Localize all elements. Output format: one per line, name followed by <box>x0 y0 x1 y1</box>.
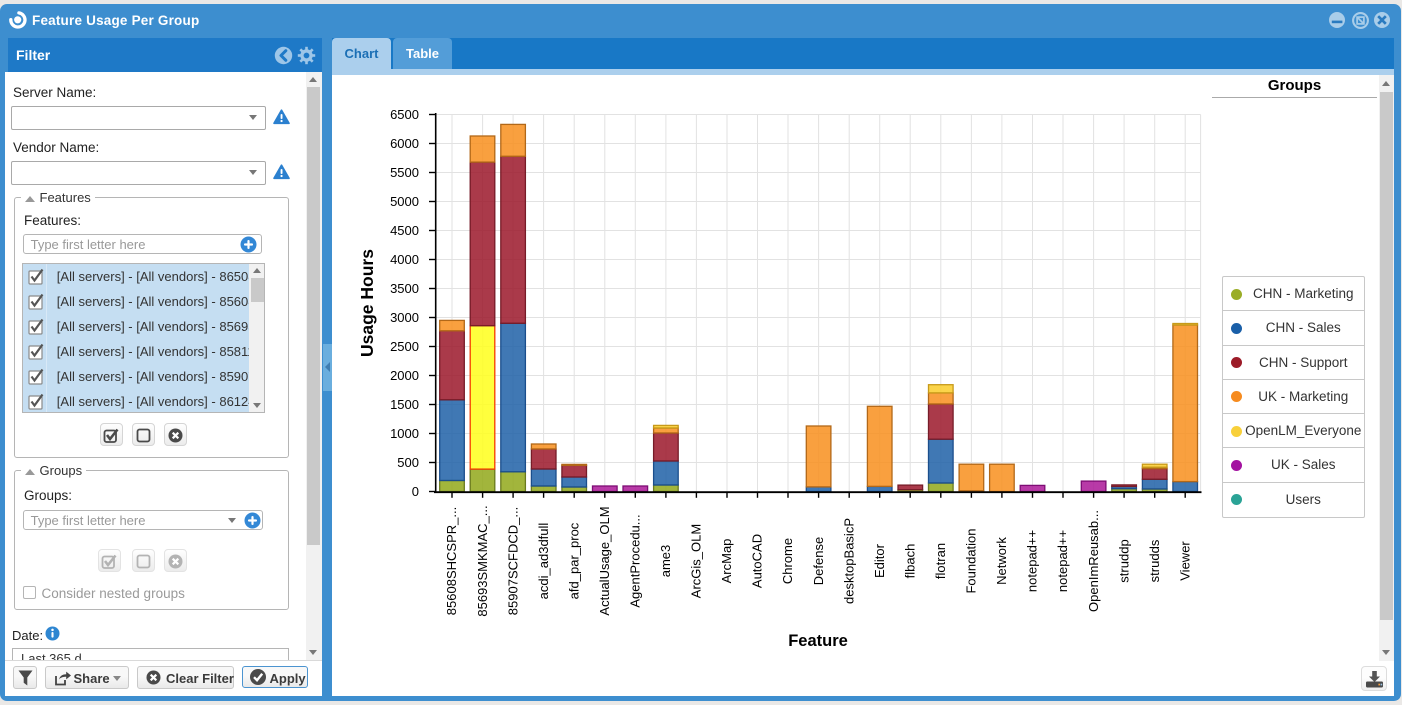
svg-text:2500: 2500 <box>390 339 419 354</box>
svg-text:OpenImReusab...: OpenImReusab... <box>1086 510 1101 612</box>
svg-text:5500: 5500 <box>390 165 419 180</box>
svg-text:flotran: flotran <box>933 543 948 579</box>
svg-text:1000: 1000 <box>390 426 419 441</box>
svg-text:AgentProcedu...: AgentProcedu... <box>628 514 643 607</box>
svg-text:3000: 3000 <box>390 310 419 325</box>
svg-text:5000: 5000 <box>390 194 419 209</box>
svg-text:500: 500 <box>397 455 419 470</box>
svg-text:Chrome: Chrome <box>780 538 795 584</box>
svg-text:notepad++: notepad++ <box>1055 530 1070 592</box>
svg-text:Feature: Feature <box>788 632 848 650</box>
svg-text:ame3: ame3 <box>658 545 673 578</box>
svg-text:ActualUsage_OLM: ActualUsage_OLM <box>597 506 612 615</box>
svg-text:85693SMKMAC_...: 85693SMKMAC_... <box>475 505 490 616</box>
svg-text:Network: Network <box>994 537 1009 585</box>
svg-text:AutoCAD: AutoCAD <box>750 534 765 588</box>
svg-text:Editor: Editor <box>872 543 887 578</box>
svg-text:strudds: strudds <box>1147 539 1162 582</box>
svg-text:4000: 4000 <box>390 252 419 267</box>
svg-text:ArcMap: ArcMap <box>719 539 734 584</box>
svg-text:Defense: Defense <box>811 537 826 585</box>
svg-text:flbach: flbach <box>903 544 918 579</box>
svg-text:85608SHCSPR_...: 85608SHCSPR_... <box>444 507 459 615</box>
svg-text:1500: 1500 <box>390 397 419 412</box>
svg-text:2000: 2000 <box>390 368 419 383</box>
svg-text:6000: 6000 <box>390 136 419 151</box>
svg-text:Viewer: Viewer <box>1177 541 1192 581</box>
svg-text:6500: 6500 <box>390 107 419 122</box>
svg-text:desktopBasicP: desktopBasicP <box>841 518 856 604</box>
svg-text:Usage Hours: Usage Hours <box>357 249 377 357</box>
svg-text:Foundation: Foundation <box>964 528 979 593</box>
svg-text:acdi_ad3dfull: acdi_ad3dfull <box>536 523 551 600</box>
svg-text:afd_par_proc: afd_par_proc <box>566 522 581 599</box>
svg-text:85907SCFDCD_...: 85907SCFDCD_... <box>505 507 520 615</box>
svg-text:4500: 4500 <box>390 223 419 238</box>
svg-text:3500: 3500 <box>390 281 419 296</box>
svg-text:0: 0 <box>412 484 419 499</box>
svg-text:notepad++: notepad++ <box>1025 530 1040 592</box>
svg-text:struddp: struddp <box>1116 539 1131 582</box>
svg-text:ArcGis_OLM: ArcGis_OLM <box>689 524 704 598</box>
